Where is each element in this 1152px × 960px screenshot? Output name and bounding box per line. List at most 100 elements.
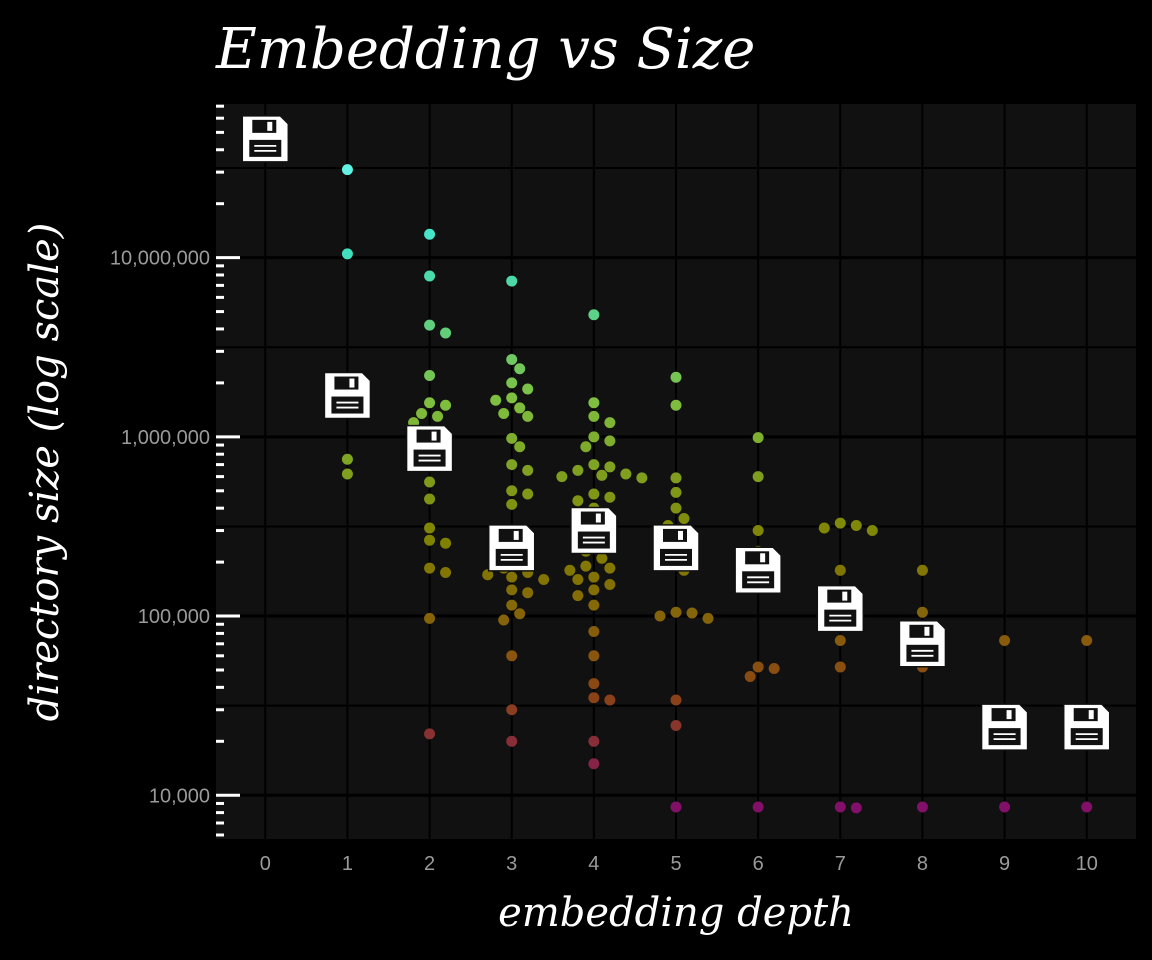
data-point <box>506 459 518 471</box>
data-point <box>670 399 682 411</box>
data-point <box>424 493 436 505</box>
data-point <box>506 599 518 611</box>
data-point <box>424 522 436 534</box>
floppy-label <box>331 396 364 414</box>
data-point <box>588 584 600 596</box>
data-point <box>506 571 518 583</box>
floppy-label <box>742 571 775 589</box>
data-point <box>538 573 550 585</box>
floppy-label <box>1070 728 1103 746</box>
x-axis-title: embedding depth <box>498 890 854 936</box>
floppy-disk-icon <box>816 584 865 633</box>
data-point <box>424 476 436 488</box>
data-point <box>572 495 584 507</box>
x-tick-label: 3 <box>506 853 517 875</box>
data-point <box>604 491 616 503</box>
data-point <box>588 309 600 321</box>
data-point <box>341 164 353 176</box>
data-point <box>670 472 682 484</box>
y-tick-label: 100,000 <box>138 606 210 628</box>
floppy-disk-icon <box>980 703 1029 751</box>
data-point <box>916 564 928 576</box>
floppy-shutter-slot <box>349 378 355 388</box>
data-point <box>588 459 600 471</box>
floppy-label <box>988 728 1021 746</box>
floppy-shutter <box>580 511 605 525</box>
floppy-disk-icon <box>652 524 700 572</box>
floppy-disk-icon <box>734 546 782 595</box>
floppy-disk-icon <box>405 424 454 473</box>
floppy-label <box>577 531 610 549</box>
data-point <box>424 562 436 574</box>
floppy-label <box>660 548 692 566</box>
floppy-disk-icon <box>1062 703 1111 751</box>
floppy-disk-icon <box>570 506 618 555</box>
data-point <box>916 606 928 618</box>
data-point <box>834 517 846 529</box>
data-point <box>506 584 518 596</box>
data-point <box>482 569 494 581</box>
floppy-label <box>824 609 857 627</box>
floppy-shutter <box>498 528 523 542</box>
data-point <box>424 728 436 740</box>
data-point <box>670 486 682 498</box>
data-point <box>490 394 502 406</box>
data-point <box>604 578 616 590</box>
data-point <box>588 650 600 662</box>
data-point <box>440 399 452 411</box>
data-point <box>670 720 682 732</box>
data-point <box>514 363 526 375</box>
data-point <box>670 801 682 813</box>
data-point <box>654 610 666 622</box>
data-point <box>588 758 600 770</box>
x-tick-label: 1 <box>342 853 353 875</box>
data-point <box>580 560 592 572</box>
data-point <box>670 371 682 383</box>
floppy-shutter-slot <box>760 553 766 563</box>
data-point <box>506 498 518 510</box>
data-point <box>670 694 682 706</box>
median-markers <box>241 115 1111 751</box>
data-point <box>752 801 764 813</box>
x-tick-label: 4 <box>588 853 599 875</box>
x-tick-label: 5 <box>670 853 681 875</box>
data-point <box>506 704 518 716</box>
data-point <box>686 607 698 619</box>
data-point <box>670 502 682 514</box>
floppy-shutter-slot <box>842 591 848 601</box>
x-tick-label: 0 <box>260 853 271 875</box>
floppy-disk-icon <box>487 524 536 572</box>
data-point <box>572 590 584 602</box>
data-point <box>588 599 600 611</box>
data-point <box>620 468 632 480</box>
data-point <box>604 694 616 706</box>
data-point <box>744 670 756 682</box>
data-point <box>752 525 764 537</box>
data-point <box>564 564 576 576</box>
data-point <box>440 566 452 578</box>
data-point <box>514 402 526 414</box>
data-point <box>752 661 764 673</box>
floppy-shutter <box>1073 708 1098 722</box>
data-point <box>341 468 353 480</box>
data-point <box>506 275 518 287</box>
data-point <box>678 513 690 525</box>
floppy-shutter <box>334 376 359 390</box>
data-point <box>424 319 436 331</box>
data-point <box>522 410 534 422</box>
floppy-shutter-slot <box>431 431 437 441</box>
floppy-disk-icon <box>241 115 290 163</box>
data-point <box>514 608 526 620</box>
data-point <box>916 801 928 813</box>
floppy-shutter <box>827 589 852 603</box>
data-point <box>440 327 452 339</box>
floppy-shutter-slot <box>595 513 601 523</box>
floppy-shutter <box>991 708 1016 722</box>
x-tick-label: 8 <box>917 853 928 875</box>
floppy-disk-icon <box>898 620 947 668</box>
data-point <box>866 525 878 537</box>
data-point <box>818 522 830 534</box>
data-point <box>768 662 780 674</box>
data-point <box>432 410 444 422</box>
